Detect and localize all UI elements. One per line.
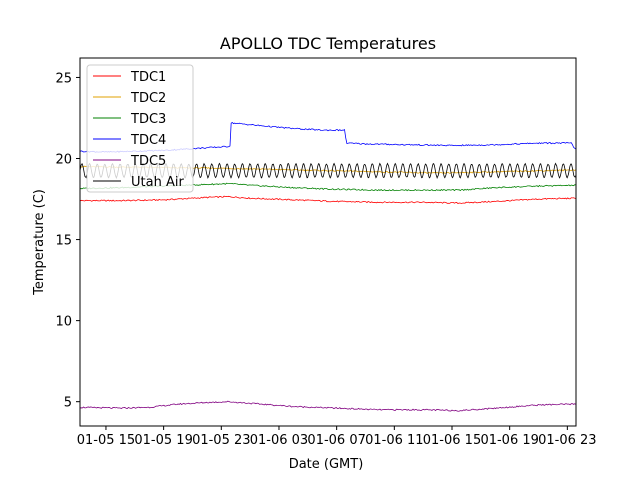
x-tick-label: 01-06 15 <box>423 433 481 448</box>
x-tick-label: 01-05 15 <box>77 433 135 448</box>
x-tick-label: 01-06 11 <box>365 433 423 448</box>
y-tick-label: 15 <box>55 234 72 249</box>
y-tick-label: 10 <box>55 315 72 330</box>
legend-label: TDC4 <box>130 133 166 148</box>
series-line-tdc1 <box>80 195 576 205</box>
y-axis-label: Temperature (C) <box>32 189 47 296</box>
x-tick-label: 01-06 07 <box>307 433 365 448</box>
legend-label: TDC3 <box>130 112 166 127</box>
series-line-tdc5 <box>80 400 576 412</box>
legend-label: Utah Air <box>131 175 184 190</box>
y-tick-label: 25 <box>55 71 72 86</box>
axes-frame <box>79 57 577 427</box>
x-tick-label: 01-05 23 <box>192 433 250 448</box>
x-tick-label: 01-06 03 <box>250 433 308 448</box>
x-tick-label: 01-05 19 <box>134 433 192 448</box>
legend-label: TDC2 <box>130 91 166 106</box>
y-tick-label: 20 <box>55 153 72 168</box>
chart-title: APOLLO TDC Temperatures <box>220 34 436 53</box>
y-tick-label: 5 <box>64 396 72 411</box>
x-tick-label: 01-06 23 <box>538 433 596 448</box>
x-axis-label: Date (GMT) <box>289 457 364 472</box>
x-tick-label: 01-06 19 <box>480 433 538 448</box>
legend: TDC1 TDC2 TDC3 TDC4 TDC5 Utah Air <box>86 64 194 193</box>
legend-label: TDC5 <box>130 154 166 169</box>
legend-label: TDC1 <box>130 70 166 85</box>
axes: 01-05 15 01-05 19 01-05 23 01-06 03 01-06 07… <box>55 57 597 448</box>
